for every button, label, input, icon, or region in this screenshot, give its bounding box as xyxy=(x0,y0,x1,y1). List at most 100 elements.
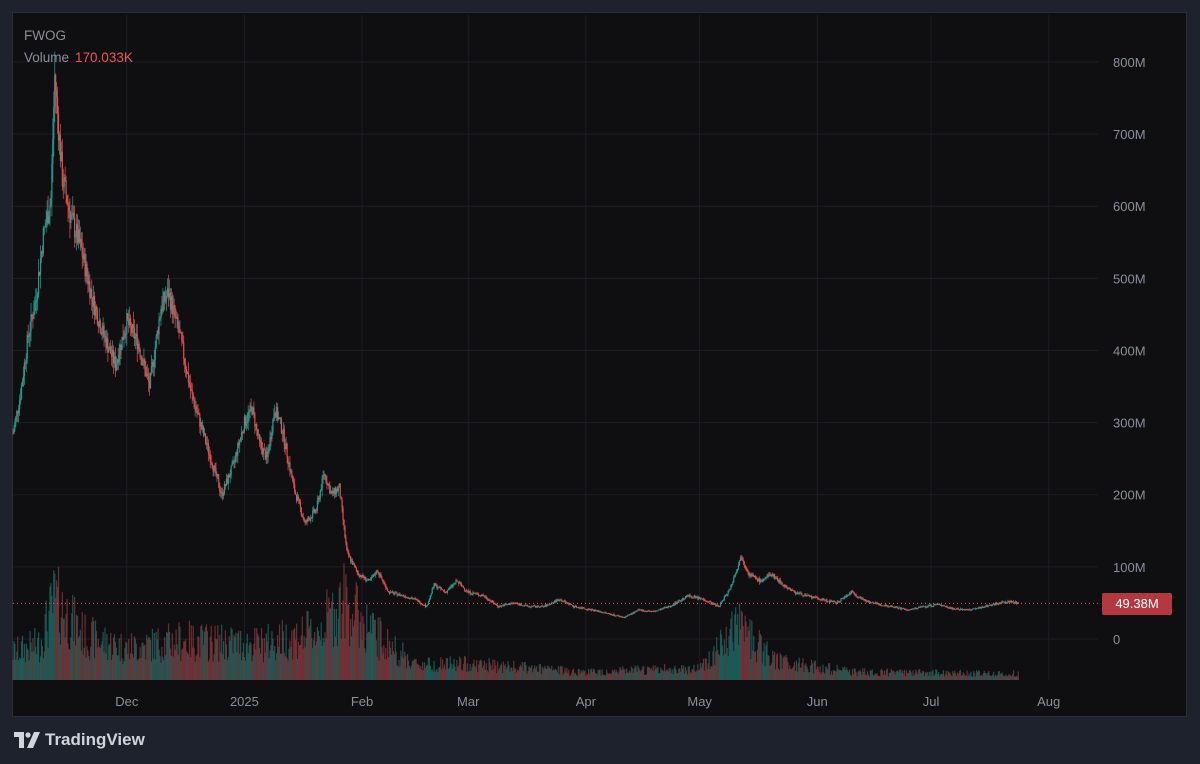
volume-bar xyxy=(122,663,124,680)
volume-bar xyxy=(773,655,775,680)
candle-body xyxy=(387,589,389,592)
volume-bar xyxy=(183,641,185,680)
volume-bar xyxy=(925,672,927,680)
volume-bar xyxy=(280,653,283,680)
volume-bar xyxy=(598,669,600,680)
candle-body xyxy=(154,347,156,361)
candle-body xyxy=(1012,601,1014,603)
volume-bar xyxy=(103,651,105,680)
volume-bar xyxy=(893,671,895,680)
candle-body xyxy=(675,602,677,604)
candle-body xyxy=(197,413,199,414)
candle-body xyxy=(583,607,585,609)
volume-bar xyxy=(571,672,573,680)
candle-body xyxy=(203,426,205,436)
candle-body xyxy=(240,432,243,438)
candle-body xyxy=(498,605,501,608)
volume-bar xyxy=(705,658,707,680)
candle-body xyxy=(791,589,793,591)
candle-body xyxy=(560,599,562,602)
volume-bar xyxy=(440,657,442,680)
volume-bar xyxy=(939,676,941,680)
candle-body xyxy=(65,180,67,196)
volume-bar xyxy=(1012,674,1014,680)
candle-body xyxy=(488,599,490,601)
candle-body xyxy=(600,611,602,613)
volume-bar xyxy=(617,674,619,680)
volume-bar xyxy=(537,671,540,680)
candle-body xyxy=(421,604,423,605)
volume-bar xyxy=(905,670,908,680)
volume-bar xyxy=(1014,676,1017,680)
volume-bar xyxy=(531,664,533,680)
candle-body xyxy=(514,602,516,604)
tradingview-logo[interactable]: TradingView xyxy=(14,730,145,750)
candle-body xyxy=(330,491,332,494)
candle-body xyxy=(179,331,181,333)
candle-body xyxy=(985,605,987,607)
candle-body xyxy=(336,489,338,492)
volume-bar xyxy=(104,627,106,680)
candle-body xyxy=(113,356,116,364)
volume-bar xyxy=(841,670,843,680)
candle-body xyxy=(292,478,294,481)
volume-bar xyxy=(406,654,409,680)
candle-body xyxy=(810,596,813,598)
volume-bar xyxy=(221,624,223,680)
candle-body xyxy=(335,489,338,495)
volume-bar xyxy=(976,672,979,680)
last-price-label: 49.38M xyxy=(1102,593,1172,615)
volume-bar xyxy=(308,628,310,680)
volume-bar xyxy=(964,675,966,680)
volume-bar xyxy=(165,655,167,680)
volume-bar xyxy=(339,582,341,680)
volume-bar xyxy=(301,616,303,680)
candle-body xyxy=(146,373,148,377)
candle-body xyxy=(440,587,442,590)
volume-bar xyxy=(952,671,954,680)
volume-bar xyxy=(822,664,824,680)
volume-bar xyxy=(84,614,86,680)
volume-bar xyxy=(950,674,952,680)
candle-body xyxy=(636,610,638,612)
volume-bar xyxy=(418,664,420,680)
volume-bar xyxy=(961,674,963,680)
volume-bar xyxy=(975,676,977,680)
candle-body xyxy=(91,289,93,298)
candle-body xyxy=(855,594,857,597)
candle-body xyxy=(710,602,712,605)
candle-body xyxy=(739,557,742,561)
volume-bar xyxy=(313,640,315,680)
candle-body xyxy=(83,253,85,260)
candle-body xyxy=(313,509,316,513)
candle-body xyxy=(902,608,905,610)
volume-bar xyxy=(835,671,837,680)
volume-bar xyxy=(920,673,923,680)
candle-body xyxy=(729,589,731,591)
volume-bar xyxy=(395,651,397,680)
volume-bar xyxy=(91,622,93,680)
volume-bar xyxy=(866,671,869,680)
candle-body xyxy=(716,605,718,606)
candle-body xyxy=(233,461,235,463)
volume-bar xyxy=(41,645,44,680)
candle-body xyxy=(390,591,393,593)
volume-bar xyxy=(237,633,239,680)
candle-body xyxy=(909,609,911,611)
volume-bar xyxy=(589,673,591,680)
candle-body xyxy=(665,606,668,608)
candle-body xyxy=(885,604,888,607)
candle-body xyxy=(70,215,72,223)
volume-bar xyxy=(170,655,172,680)
candle-body xyxy=(697,597,699,599)
volume-bar xyxy=(745,621,747,680)
candle-body xyxy=(397,594,399,596)
volume-bar xyxy=(109,643,111,680)
volume-bar xyxy=(278,624,281,680)
candle-body xyxy=(20,385,23,399)
candle-body xyxy=(632,612,634,614)
volume-bar xyxy=(382,653,384,680)
candle-body xyxy=(439,587,441,588)
volume-bar xyxy=(295,623,298,680)
